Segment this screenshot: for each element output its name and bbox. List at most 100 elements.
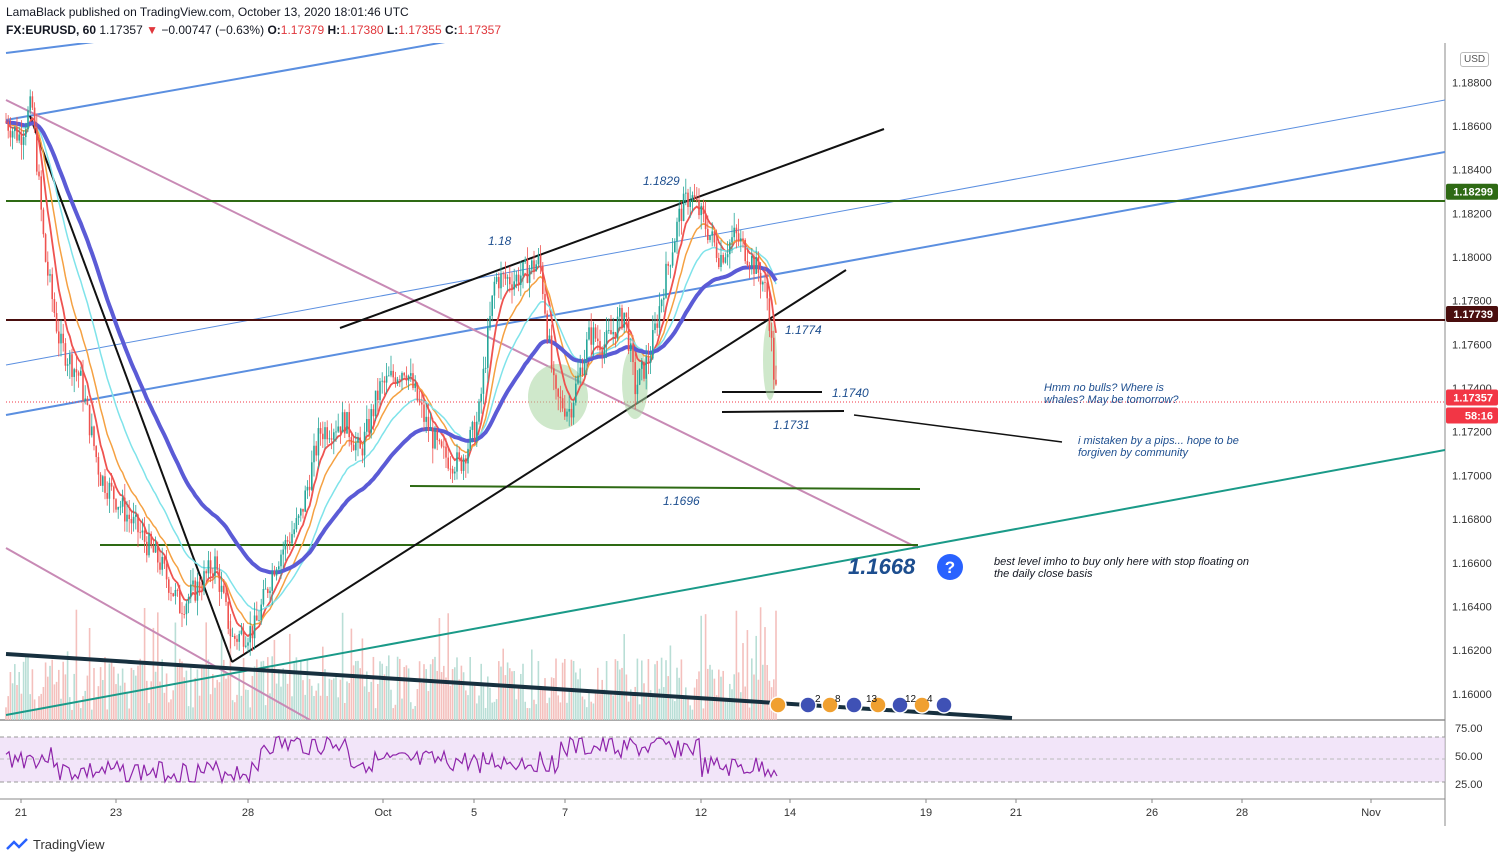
candle [297, 513, 300, 525]
price-badge[interactable]: 1.18299 [1446, 183, 1498, 200]
level-11731-line[interactable] [721, 410, 845, 413]
currency-label[interactable]: USD [1460, 52, 1490, 67]
candle [544, 284, 546, 316]
volume-bar [284, 670, 287, 720]
candle [493, 276, 496, 309]
candle [71, 348, 73, 386]
annotation-11829[interactable]: 1.1829 [643, 174, 680, 188]
volume-bar [487, 676, 489, 720]
candle [498, 272, 500, 299]
volume-bar [711, 669, 713, 720]
volume-bar [132, 670, 135, 720]
note-no-bulls-1[interactable]: Hmm no bulls? Where is [1044, 382, 1164, 394]
event-flag-icon[interactable] [845, 696, 863, 714]
question-icon[interactable]: ? [937, 554, 963, 580]
footer-brand[interactable]: TradingView [6, 837, 105, 852]
event-flag-icon[interactable] [935, 696, 953, 714]
event-flag-icon[interactable] [869, 696, 887, 714]
candle [355, 431, 357, 461]
price-badge[interactable]: 58:16 [1446, 407, 1498, 424]
candle [704, 201, 707, 237]
volume-bar [513, 671, 515, 720]
candle [7, 115, 9, 139]
candle [53, 292, 56, 318]
candle [49, 269, 51, 283]
volume-bar [93, 668, 95, 720]
price-axis[interactable]: 1.18800 1.18600 1.18400 1.18200 1.18000 1.178… [1446, 77, 1498, 701]
candle [720, 240, 722, 272]
volume-bar [451, 669, 454, 720]
economic-events[interactable]: 2 8 13 12 4 [769, 694, 953, 714]
candle [753, 253, 755, 286]
blue-channel-top[interactable] [5, 0, 430, 54]
volume-bar [357, 660, 359, 720]
highlight-ellipse[interactable] [763, 320, 777, 400]
volume-bar [5, 707, 7, 720]
note-mistaken-2[interactable]: forgiven by community [1078, 447, 1190, 459]
blue-channel-upper[interactable] [5, 42, 446, 121]
volume-bar [414, 706, 416, 720]
candle [682, 186, 685, 222]
note-best-level-2[interactable]: the daily close basis [994, 568, 1093, 580]
blue-channel-mid[interactable] [5, 99, 1445, 366]
annotation-11740[interactable]: 1.1740 [832, 386, 869, 400]
thick-bottom-trendline[interactable] [5, 652, 1013, 720]
note-best-level-1[interactable]: best level imho to buy only here with st… [994, 556, 1249, 568]
candlesticks [5, 89, 777, 656]
candle [185, 599, 188, 626]
volume-bar [700, 615, 702, 720]
note-no-bulls-2[interactable]: whales? May be tomorrow? [1044, 394, 1179, 406]
annotation-118[interactable]: 1.18 [488, 234, 512, 248]
candle [159, 551, 161, 575]
volume-bar [154, 671, 157, 720]
down-leg-line[interactable] [29, 115, 233, 663]
event-flag-icon[interactable] [799, 696, 817, 714]
event-flag-icon[interactable] [821, 696, 839, 714]
level-11696[interactable] [409, 485, 921, 490]
pink-trendline[interactable] [5, 99, 919, 549]
time-tick-label: Nov [1361, 807, 1381, 819]
volume-bar [469, 657, 471, 720]
annotation-11696[interactable]: 1.1696 [663, 494, 700, 508]
blue-channel-lower[interactable] [5, 151, 1445, 416]
candle [746, 247, 749, 267]
volume-bar [480, 663, 482, 720]
annotation-11668[interactable]: 1.1668 [848, 554, 916, 579]
note-pointer-line[interactable] [853, 414, 1063, 443]
volume-bar [326, 695, 328, 720]
candle [687, 188, 689, 215]
event-flag-icon[interactable] [913, 696, 931, 714]
volume-bar [515, 699, 518, 720]
note-mistaken-1[interactable]: i mistaken by a pips... hope to be [1078, 435, 1239, 447]
candle [183, 605, 185, 619]
volume-bar [654, 664, 656, 720]
symbol-label[interactable]: FX:EURUSD, 60 [6, 23, 97, 37]
annotation-11731[interactable]: 1.1731 [773, 418, 810, 432]
event-flag-icon[interactable] [891, 696, 909, 714]
time-axis[interactable]: 21 23 28 Oct 5 7 12 14 19 21 26 28 Nov [15, 799, 1381, 819]
volume-bar [568, 691, 570, 720]
volume-bar [687, 697, 689, 720]
volume-bar [209, 694, 212, 720]
candle [137, 513, 139, 548]
volume-bar [115, 684, 117, 720]
rising-channel-top[interactable] [339, 128, 885, 329]
volume-bar [16, 684, 18, 720]
price-badge[interactable]: 1.17357 [1446, 389, 1498, 406]
candle [489, 301, 491, 331]
price-badge[interactable]: 1.17739 [1446, 306, 1498, 323]
volume-bar [278, 669, 280, 720]
time-tick-label: 26 [1146, 807, 1158, 819]
event-flag-icon[interactable] [769, 696, 787, 714]
candle [748, 261, 751, 279]
pink-trendline-low[interactable] [5, 547, 311, 720]
price-tick-label: 1.18600 [1452, 121, 1492, 133]
volume-bar [623, 634, 625, 720]
rising-trendline[interactable] [231, 269, 847, 663]
candle [568, 395, 570, 427]
publish-info: LamaBlack published on TradingView.com, … [6, 5, 409, 19]
volume-bar [187, 706, 190, 720]
volume-bar [421, 683, 423, 720]
annotation-11774[interactable]: 1.1774 [785, 323, 822, 337]
